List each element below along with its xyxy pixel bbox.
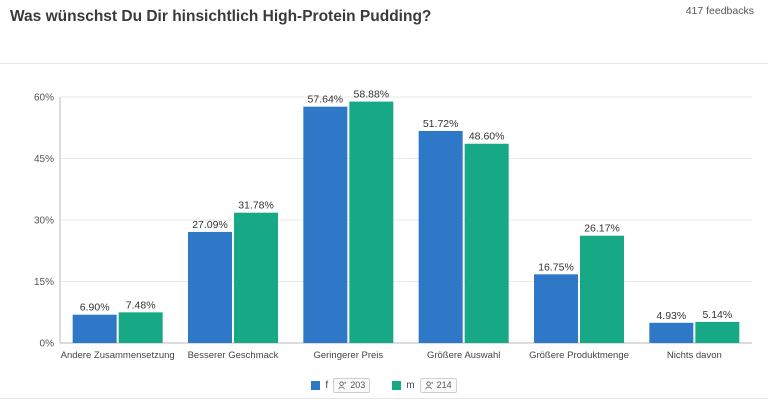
data-label: 48.60% xyxy=(469,131,505,143)
bar-m-1 xyxy=(234,212,278,343)
chart-title: Was wünschst Du Dir hinsichtlich High-Pr… xyxy=(10,8,432,25)
data-label: 6.90% xyxy=(80,302,110,314)
x-tick-label: Besserer Geschmack xyxy=(188,350,279,361)
person-icon xyxy=(425,380,433,389)
legend-label-m: m xyxy=(406,379,415,391)
x-tick-label: Größere Produktmenge xyxy=(529,350,629,361)
bar-m-4 xyxy=(580,235,624,343)
legend-item-f[interactable]: f 203 xyxy=(311,377,371,393)
bar-m-3 xyxy=(464,143,509,343)
data-label: 31.78% xyxy=(238,200,274,212)
x-tick-label: Größere Auswahl xyxy=(427,350,500,361)
legend-item-m[interactable]: m 214 xyxy=(392,377,457,393)
bar-m-0 xyxy=(118,312,163,343)
respondent-count-m: 214 xyxy=(436,379,452,390)
respondent-count-f: 203 xyxy=(350,379,366,390)
data-label: 7.48% xyxy=(126,299,156,311)
data-label: 57.64% xyxy=(308,94,344,106)
feedback-count: 417 feedbacks xyxy=(685,5,754,17)
bar-f-1 xyxy=(188,231,232,343)
y-tick-label: 15% xyxy=(34,277,54,288)
x-tick-label: Andere Zusammensetzung xyxy=(61,350,175,361)
bar-chart: 0% 15% 30% 45% 60% 6.90% 7.48% Andere Zusammens… xyxy=(34,89,752,361)
legend-swatch-m xyxy=(392,380,402,390)
bar-f-2 xyxy=(303,106,348,343)
y-tick-label: 30% xyxy=(34,216,54,227)
bar-m-2 xyxy=(349,101,394,343)
data-label: 5.14% xyxy=(702,309,732,321)
person-icon xyxy=(338,380,347,389)
data-label: 58.88% xyxy=(354,89,390,101)
bar-m-5 xyxy=(695,321,740,343)
data-label: 27.09% xyxy=(192,219,228,231)
bar-f-0 xyxy=(72,314,117,343)
bar-f-4 xyxy=(534,274,578,343)
legend-swatch-f xyxy=(311,380,321,390)
data-label: 51.72% xyxy=(423,118,459,130)
legend-label-f: f xyxy=(325,379,329,391)
data-label: 26.17% xyxy=(584,223,620,235)
legend: f 203 m 214 xyxy=(0,376,768,394)
y-tick-label: 45% xyxy=(34,154,54,165)
data-label: 4.93% xyxy=(656,310,686,322)
y-tick-label: 0% xyxy=(40,339,55,350)
respondent-count-badge-f: 203 xyxy=(333,377,371,393)
bar-f-3 xyxy=(418,130,463,343)
respondent-count-badge-m: 214 xyxy=(419,377,457,393)
x-tick-label: Nichts davon xyxy=(667,350,722,361)
data-label: 16.75% xyxy=(538,261,574,273)
chart-header: Was wünschst Du Dir hinsichtlich High-Pr… xyxy=(0,0,768,64)
bottom-border xyxy=(0,398,768,399)
x-tick-label: Geringerer Preis xyxy=(313,350,383,361)
bar-f-5 xyxy=(649,322,694,343)
y-tick-label: 60% xyxy=(34,93,54,104)
